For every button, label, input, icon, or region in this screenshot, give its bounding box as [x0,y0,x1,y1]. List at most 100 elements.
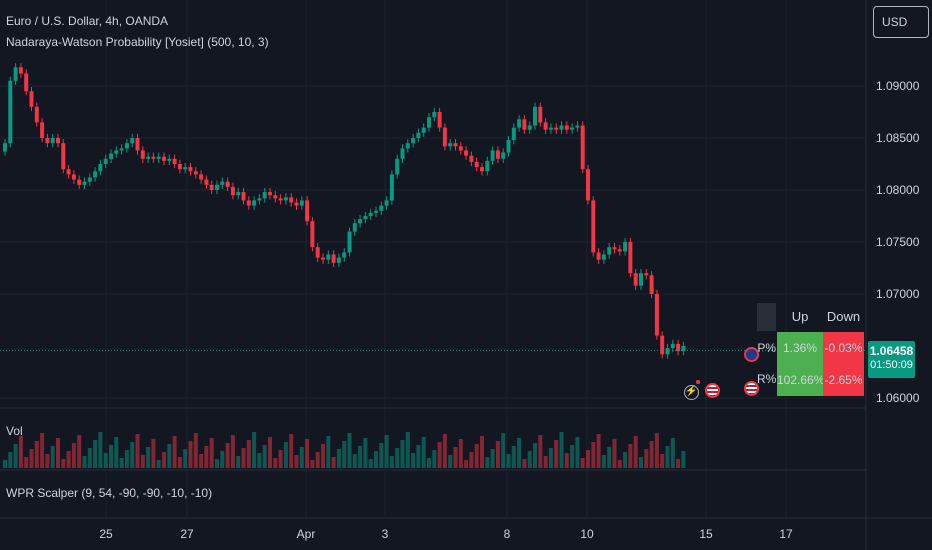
candle-body [612,247,617,250]
candle-body [427,117,431,128]
volume-bar [628,444,633,468]
volume-bar [8,452,13,468]
candle-body [511,127,516,141]
volume-bar [87,448,92,468]
table-cell-down: -2.65% [823,364,864,396]
candle-body [379,205,384,211]
candle-body [458,146,463,151]
volume-bar [3,460,7,468]
candle-body [384,200,389,206]
volume-bar [400,440,405,468]
candle-body [347,231,352,253]
candle-body [352,223,357,232]
volume-bar [29,449,34,468]
volume-bar [336,449,341,468]
volume-bar [670,438,675,468]
candle-body [283,197,288,201]
volume-bar [114,437,119,468]
volume-bar [305,439,310,468]
volume-bar [427,458,431,468]
candle-body [432,112,437,118]
candle-body [665,348,670,355]
candle-body [82,181,87,185]
time-tick-label: 17 [779,527,793,541]
candle-body [273,195,278,199]
volume-bar [586,450,590,468]
volume-bar [458,439,463,468]
volume-bar [167,444,172,468]
volume-bar [61,459,66,468]
volume-bar [665,446,670,468]
volume-bar [570,445,575,468]
volume-bar [623,452,628,468]
candle-body [103,158,108,164]
volume-bar [140,455,145,468]
volume-bar [230,435,235,468]
us-flag-icon[interactable] [744,381,759,396]
lightning-icon[interactable]: ⚡ [684,385,699,400]
candle-body [400,148,405,159]
volume-bar [389,456,394,468]
price-tick-label: 1.09000 [876,79,920,93]
volume-bar [289,434,294,468]
time-tick-label: 25 [99,527,113,541]
currency-button[interactable]: USD [873,6,929,38]
candle-body [469,155,474,162]
table-cell-up: 1.36% [777,332,823,364]
candle-body [490,150,495,161]
candle-body [501,152,506,159]
candle-body [437,112,442,128]
candle-body [654,294,659,336]
volume-bar [501,433,506,468]
volume-bar [50,446,55,468]
candle-body [670,343,675,349]
volume-bar [347,433,352,468]
candle-body [24,73,29,92]
volume-bar [575,437,580,468]
candle-body [580,125,585,170]
volume-bar [591,442,596,468]
candle-body [522,119,527,130]
volume-bar [252,432,257,468]
volume-bar [82,456,87,468]
candle-body [241,192,246,201]
time-tick-label: 15 [699,527,713,541]
candle-body [289,197,294,203]
candle-body [93,171,98,178]
volume-bar [363,438,368,468]
volume-bar [554,440,559,468]
candle-body [98,164,103,172]
volume-bar [273,458,278,468]
candle-body [299,200,304,206]
volume-bar [490,449,495,468]
volume-bar [299,447,304,468]
volume-bar [421,437,426,468]
volume-bar [215,459,219,468]
eu-flag-icon[interactable] [744,347,759,362]
volume-bar [432,450,437,468]
volume-bar [474,444,479,468]
volume-bar [681,451,686,468]
candle-body [591,200,596,253]
volume-bar [331,457,336,468]
volume-pane-label: Vol [6,424,23,438]
volume-bar [384,435,389,468]
candle-body [45,138,50,144]
candle-body [411,138,416,144]
volume-bar [416,445,421,468]
volume-bar [183,449,188,468]
candle-body [252,200,257,206]
candle-body [628,242,633,274]
volume-bar [146,447,151,468]
us-flag-icon[interactable] [705,383,720,398]
volume-bar [654,433,659,468]
candle-body [140,150,145,159]
candle-body [326,254,331,260]
volume-bar [262,445,267,468]
candle-body [172,158,177,164]
volume-bar [374,451,378,468]
time-tick-label: 3 [382,527,389,541]
volume-bar [40,433,45,468]
volume-bar [453,447,458,468]
